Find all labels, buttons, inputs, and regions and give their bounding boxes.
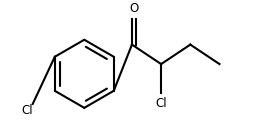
Text: Cl: Cl: [155, 97, 167, 110]
Text: Cl: Cl: [21, 104, 33, 117]
Text: O: O: [129, 2, 139, 15]
